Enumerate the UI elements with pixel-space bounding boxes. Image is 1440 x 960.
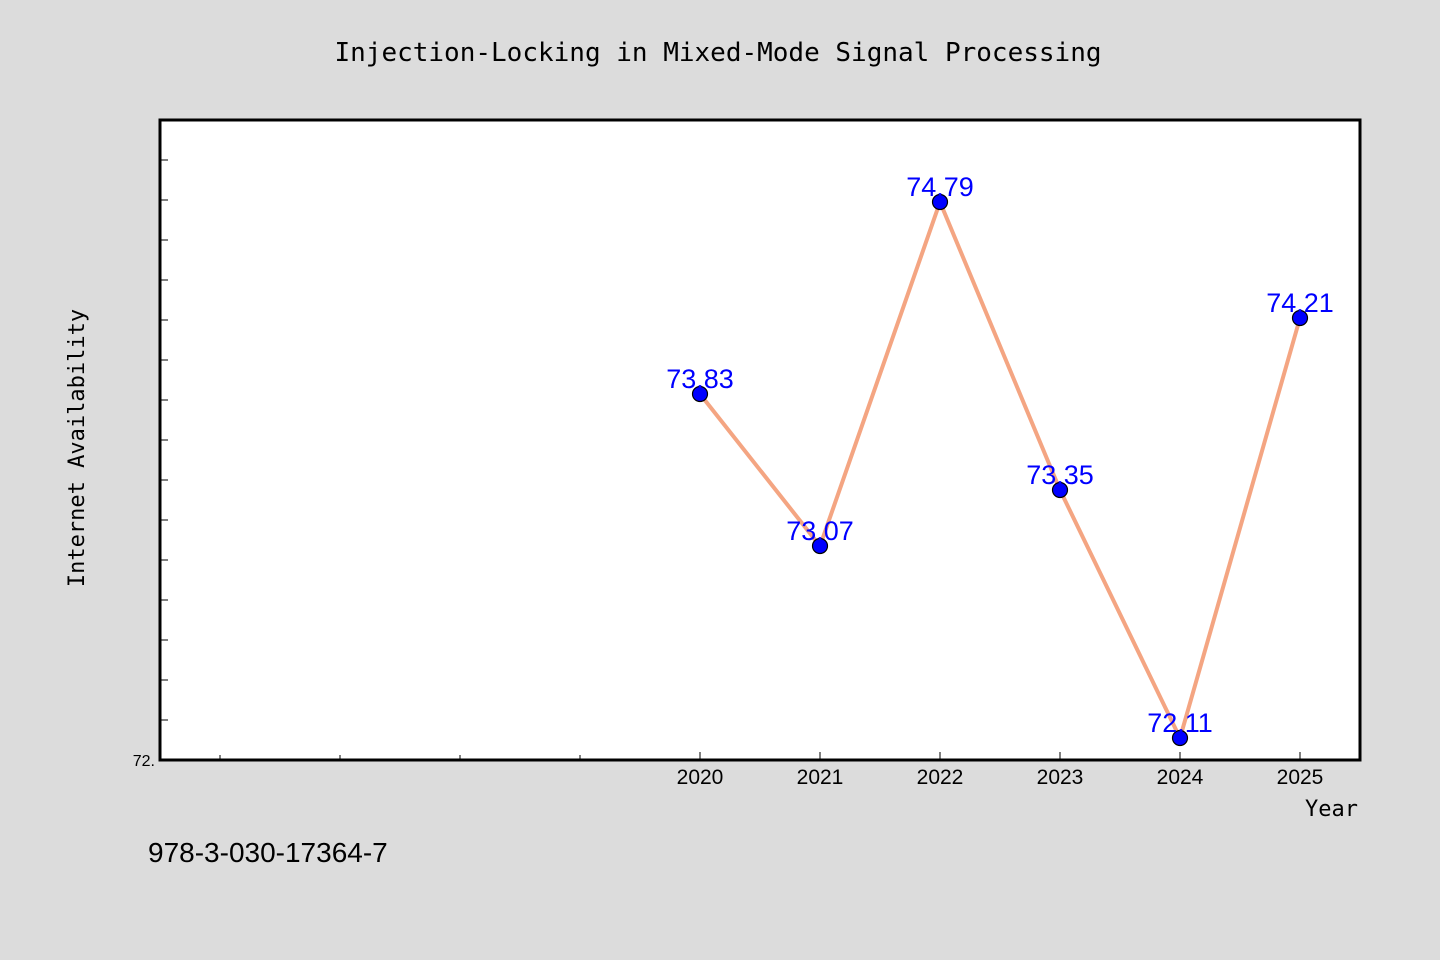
x-tick-label: 2025 xyxy=(1277,766,1324,789)
x-tick-label: 2022 xyxy=(917,766,964,789)
footer-isbn: 978-3-030-17364-7 xyxy=(148,837,388,868)
series-layer xyxy=(691,193,1309,747)
data-label: 74.21 xyxy=(1266,288,1334,318)
x-tick-label: 2024 xyxy=(1157,766,1204,789)
data-point xyxy=(811,537,829,555)
data-label: 73.35 xyxy=(1026,460,1094,490)
data-label: 73.07 xyxy=(786,516,854,546)
data-point xyxy=(1051,481,1069,499)
x-axis-ticks: 2020 2021 2022 2023 2024 2025 xyxy=(219,752,1324,789)
y-axis-label: Internet Availability xyxy=(65,309,90,587)
data-label: 72.11 xyxy=(1147,708,1213,738)
data-labels: 73.83 73.07 74.79 73.35 72.11 74.21 xyxy=(666,172,1334,738)
plot-area xyxy=(160,120,1360,760)
data-point xyxy=(931,193,949,211)
data-point xyxy=(691,385,709,403)
x-tick-label: 2021 xyxy=(797,766,844,789)
data-label: 74.79 xyxy=(906,172,974,202)
x-tick-label: 2020 xyxy=(677,766,724,789)
x-tick-label: 2023 xyxy=(1037,766,1084,789)
data-label: 73.83 xyxy=(666,364,734,394)
chart-title: Injection-Locking in Mixed-Mode Signal P… xyxy=(334,38,1101,68)
x-axis-label: Year xyxy=(1305,797,1358,822)
data-point xyxy=(1171,729,1189,747)
y-tick-label: 72. xyxy=(133,753,155,770)
plot-frame xyxy=(158,118,1362,762)
series-line xyxy=(698,196,1302,744)
data-point xyxy=(1291,309,1309,327)
